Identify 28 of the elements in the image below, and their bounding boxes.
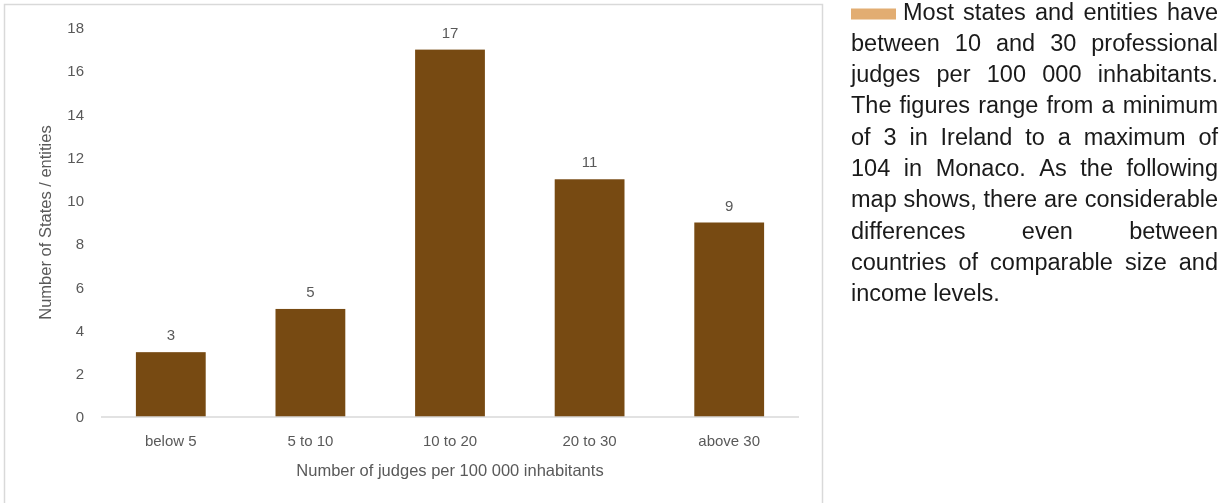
data-label: 5 [306,282,315,300]
x-tick-label: 10 to 20 [422,432,478,449]
y-tick-label: 4 [75,321,84,339]
y-tick-label: 12 [67,148,84,166]
y-tick-label: 16 [67,62,84,80]
data-label: 11 [581,153,598,171]
x-axis-title: Number of judges per 100 000 inhabitants [296,461,604,479]
y-tick-label: 18 [67,19,84,37]
x-tick-label: above 30 [698,432,761,449]
text: Most states and entities have between 10 and 30 professional judges per 100 000 inhabitants. The figures range from a minimum of 3 in Ireland to a maximum of 104 in Monaco. As the following map shows, there are considerable differences even between countries of comparable size and income levels. [851,0,1219,307]
x-tick-label: 5 to 10 [287,432,334,449]
y-tick-label: 6 [75,278,84,296]
data-label: 3 [166,326,175,344]
y-tick-label: 10 [67,192,84,210]
data-label: 9 [725,196,734,214]
y-tick-label: 0 [75,408,84,426]
bar [415,49,485,417]
x-tick-label: below 5 [144,432,197,449]
data-label: 17 [441,23,459,41]
bar [275,308,346,417]
bar [694,222,765,417]
y-axis-title: Number of States / entities [36,125,54,320]
bar [554,179,625,417]
y-tick-label: 14 [67,105,84,123]
y-tick-label: 2 [75,365,84,383]
y-tick-label: 8 [75,235,84,253]
x-tick-label: 20 to 30 [562,432,617,449]
bar [135,352,206,417]
